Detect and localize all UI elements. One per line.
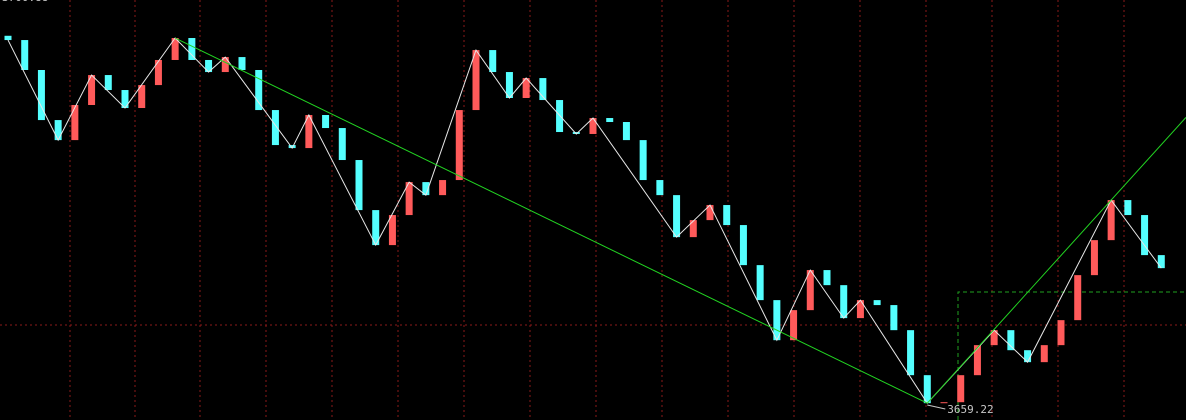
annotation-leader bbox=[927, 404, 946, 410]
candle bbox=[422, 182, 430, 196]
candle bbox=[773, 300, 781, 341]
candle bbox=[856, 300, 864, 319]
candle bbox=[4, 35, 12, 41]
candle bbox=[990, 330, 998, 346]
candle bbox=[823, 270, 831, 286]
candle bbox=[472, 50, 480, 111]
candle bbox=[706, 205, 714, 221]
candle bbox=[154, 59, 162, 86]
candle bbox=[1057, 320, 1065, 346]
candle bbox=[455, 110, 463, 181]
candle bbox=[1040, 345, 1048, 363]
trend-line bbox=[174, 37, 928, 404]
candle bbox=[639, 140, 647, 181]
candle bbox=[840, 285, 848, 319]
candle bbox=[405, 182, 413, 216]
candle bbox=[790, 310, 798, 341]
candle bbox=[238, 57, 246, 70]
candle bbox=[255, 70, 263, 111]
low-annotation: 3659.22 bbox=[947, 403, 993, 416]
y-tick-label: 3700.88 bbox=[2, 0, 48, 4]
candle bbox=[973, 345, 981, 376]
candle bbox=[522, 78, 530, 98]
candle bbox=[221, 57, 229, 73]
candle bbox=[1141, 215, 1149, 256]
candle bbox=[21, 40, 29, 70]
candle bbox=[288, 145, 296, 149]
candle bbox=[723, 205, 731, 226]
candle bbox=[1024, 350, 1032, 363]
candle bbox=[439, 180, 447, 196]
trend-line bbox=[926, 117, 1186, 404]
candle bbox=[923, 375, 931, 404]
candle bbox=[806, 270, 814, 311]
candle bbox=[1074, 275, 1082, 321]
candle bbox=[606, 118, 614, 123]
candle bbox=[756, 265, 764, 301]
candle bbox=[1007, 330, 1015, 351]
candle bbox=[940, 402, 948, 404]
candle bbox=[673, 195, 681, 238]
candle bbox=[71, 105, 79, 141]
candle bbox=[121, 90, 129, 109]
candle bbox=[957, 375, 965, 403]
candle bbox=[138, 85, 146, 109]
candle bbox=[1157, 255, 1165, 269]
candle bbox=[372, 210, 380, 246]
candle bbox=[907, 330, 915, 376]
candle bbox=[1107, 200, 1115, 241]
candle bbox=[589, 118, 597, 134]
candle bbox=[171, 38, 179, 60]
candle bbox=[338, 128, 346, 161]
candle bbox=[689, 220, 697, 238]
candle bbox=[572, 132, 580, 134]
candle bbox=[54, 120, 62, 141]
zigzag-line bbox=[7, 37, 1162, 404]
candle bbox=[1124, 200, 1132, 216]
candle bbox=[489, 50, 497, 73]
candle bbox=[104, 75, 112, 91]
candle bbox=[890, 305, 898, 331]
candle bbox=[305, 115, 313, 149]
candle bbox=[37, 70, 45, 121]
candle bbox=[322, 115, 330, 129]
candle bbox=[388, 215, 396, 246]
candle bbox=[205, 59, 213, 73]
candle bbox=[1090, 240, 1098, 276]
candle bbox=[739, 225, 747, 266]
candle bbox=[656, 180, 664, 196]
candle bbox=[355, 160, 363, 211]
candle bbox=[188, 38, 196, 60]
candle bbox=[88, 75, 96, 105]
candle bbox=[873, 300, 881, 306]
candle bbox=[505, 72, 513, 98]
candle bbox=[539, 78, 547, 101]
candle bbox=[271, 110, 279, 146]
candle bbox=[622, 122, 630, 141]
